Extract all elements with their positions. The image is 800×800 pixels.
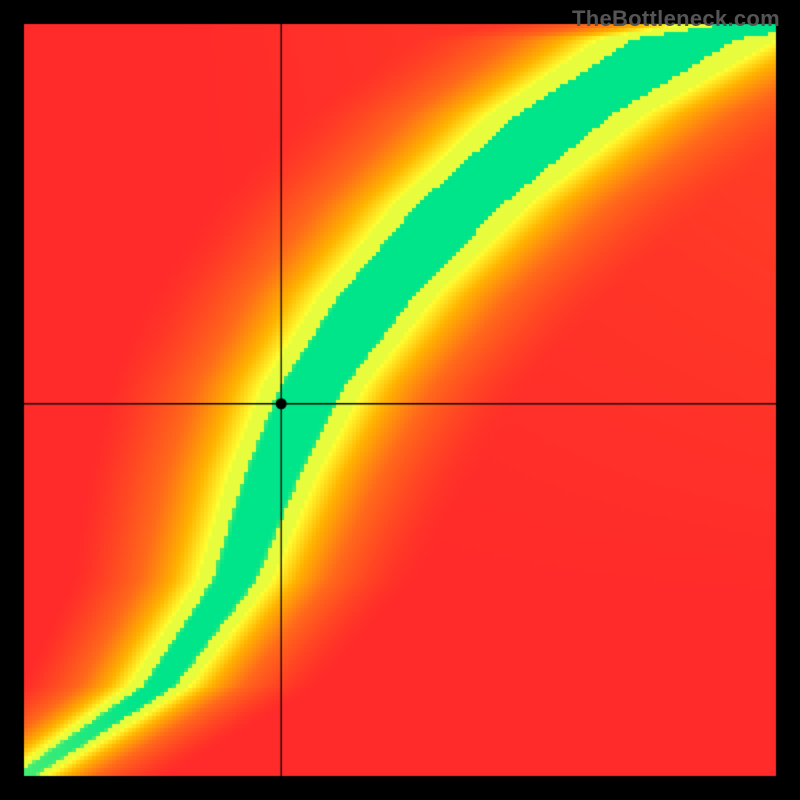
watermark-label: TheBottleneck.com — [572, 6, 780, 32]
bottleneck-heatmap — [0, 0, 800, 800]
chart-container: TheBottleneck.com — [0, 0, 800, 800]
